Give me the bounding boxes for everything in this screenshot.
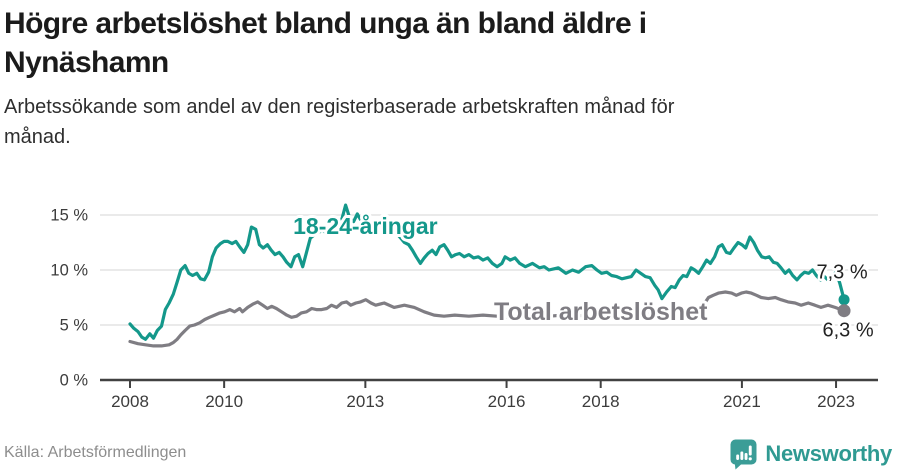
page-title-line2: Nynäshamn (4, 46, 169, 79)
y-axis-label: 0 % (60, 372, 89, 390)
series-line-young (128, 203, 846, 341)
y-axis-label: 5 % (60, 317, 89, 335)
x-axis-label: 2021 (723, 392, 761, 411)
page-title-line1: Högre arbetslöshet bland unga än bland ä… (4, 7, 647, 40)
chart-subtitle-line2: månad. (4, 126, 71, 148)
x-axis-label: 2018 (582, 392, 620, 411)
y-axis-label: 10 % (50, 262, 88, 280)
x-axis-label: 2016 (488, 392, 526, 411)
end-value-total: 6,3 % (822, 320, 873, 342)
line-chart: 0 % 5 % 10 % 15 % 2008 2010 2013 2016 2018 2021 20… (50, 203, 878, 411)
newsworthy-logo-text: Newsworthy (765, 441, 892, 466)
chart-subtitle-line1: Arbetssökande som andel av den registerb… (4, 96, 675, 118)
series-line-total (128, 290, 846, 348)
x-axis-label: 2008 (111, 392, 149, 411)
newsworthy-logo: Newsworthy (729, 438, 892, 470)
newsworthy-bubble-chart-icon (730, 439, 757, 470)
x-axis-label: 2010 (205, 392, 243, 411)
y-axis-label: 15 % (50, 207, 88, 225)
end-dot-total (837, 304, 851, 318)
end-value-young: 7,3 % (816, 262, 867, 284)
series-label-total: Total arbetslöshet (494, 298, 708, 326)
x-axis-label: 2013 (346, 392, 384, 411)
x-axis-label: 2023 (817, 392, 855, 411)
end-dot-young (838, 294, 850, 306)
series-label-young: 18-24-åringar (293, 213, 438, 239)
source-note: Källa: Arbetsförmedlingen (4, 444, 187, 461)
chart-subtitle: Arbetssökande som andel av den registerb… (4, 92, 884, 152)
page-title: Högre arbetslöshet bland unga än bland ä… (4, 4, 884, 82)
